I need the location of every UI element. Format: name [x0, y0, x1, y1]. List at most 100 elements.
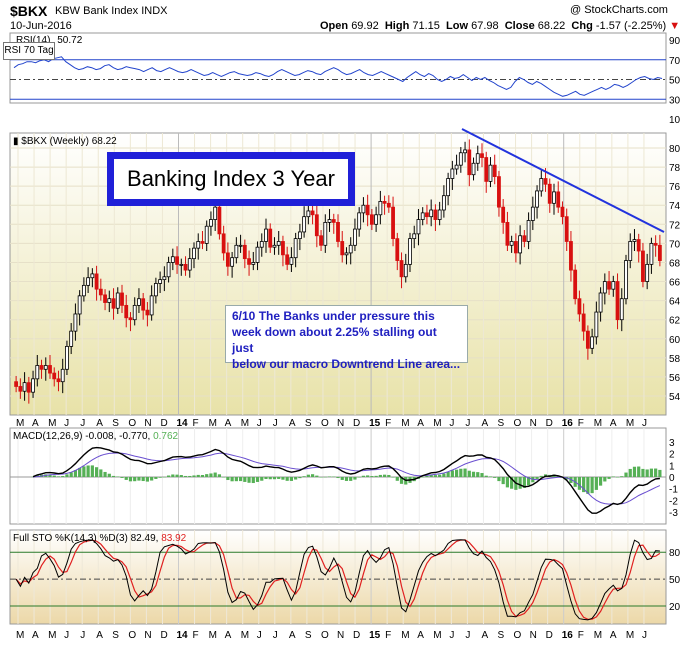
price-candle	[488, 164, 493, 182]
price-candle	[590, 336, 595, 349]
rsi-tick-label: 50	[669, 76, 681, 87]
rsi-panel	[9, 32, 667, 104]
price-candle	[98, 288, 103, 296]
x-tick-label: 15	[369, 630, 381, 641]
macd-label: MACD(12,26,9) -0.008, -0.770, 0.762	[13, 431, 178, 442]
x-tick-label: 16	[562, 418, 574, 429]
macd-tick-label: 2	[669, 450, 675, 461]
low-label: Low	[446, 20, 469, 32]
price-tick-label: 54	[669, 392, 681, 403]
price-candle	[607, 281, 611, 290]
price-candle	[39, 365, 44, 370]
price-candle	[259, 241, 264, 248]
price-candle	[429, 209, 434, 218]
macd-histogram-bar	[615, 477, 620, 478]
price-candle	[336, 221, 340, 242]
price-candle	[158, 279, 163, 284]
macd-histogram-bar	[399, 477, 404, 484]
price-candle	[374, 214, 379, 225]
price-candle	[632, 239, 637, 242]
x-tick-label: D	[353, 630, 360, 641]
price-candle	[43, 365, 48, 370]
macd-histogram-bar	[78, 467, 82, 477]
macd-histogram-bar	[86, 465, 90, 477]
price-candle	[357, 212, 362, 230]
sto-k-value: 82.49,	[130, 533, 159, 544]
x-tick-label: F	[578, 630, 584, 641]
macd-histogram-bar	[442, 473, 446, 477]
price-candle	[175, 256, 179, 265]
macd-histogram-bar	[52, 475, 56, 477]
price-candle	[467, 149, 472, 176]
macd-histogram-bar	[607, 477, 611, 479]
macd-histogram-bar	[611, 476, 615, 477]
price-candle	[484, 157, 489, 182]
macd-values: -0.008, -0.770,	[85, 431, 151, 442]
price-candle	[297, 231, 302, 240]
price-candle	[382, 201, 387, 204]
x-tick-label: N	[337, 418, 344, 429]
macd-histogram-bar	[366, 475, 370, 477]
macd-histogram-bar	[264, 477, 268, 480]
x-tick-label: 14	[177, 630, 189, 641]
macd-histogram-bar	[391, 477, 395, 478]
macd-histogram-bar	[69, 472, 73, 477]
macd-tick-label: 0	[669, 473, 675, 484]
sto-panel	[9, 529, 667, 625]
x-tick-label: J	[257, 418, 262, 429]
rsi-label: RSI(14) 50.72	[16, 35, 82, 46]
x-tick-label: M	[16, 418, 24, 429]
price-candle	[289, 257, 294, 265]
macd-histogram-bar	[120, 477, 124, 478]
price-candle	[272, 244, 277, 248]
date: 10-Jun-2016	[10, 20, 72, 32]
title-box: Banking Index 3 Year	[107, 152, 355, 206]
price-candle	[416, 219, 421, 235]
macd-histogram-bar	[94, 467, 99, 477]
note-line-2: week down about 2.25% stalling out just	[232, 325, 437, 355]
price-candle	[348, 244, 353, 254]
macd-histogram-bar	[116, 476, 120, 477]
macd-histogram-bar	[124, 477, 128, 480]
macd-tick-label: -1	[669, 485, 678, 496]
macd-histogram-bar	[438, 474, 442, 477]
macd-histogram-bar	[226, 477, 230, 481]
macd-histogram-bar	[467, 470, 471, 477]
close-label: Close	[504, 20, 535, 32]
macd-histogram-bar	[454, 469, 459, 477]
price-candle	[420, 212, 425, 220]
price-candle	[137, 298, 141, 306]
x-tick-label: M	[594, 418, 602, 429]
x-tick-label: O	[321, 418, 329, 429]
rsi-tick-label: 10	[669, 115, 681, 126]
macd-histogram-bar	[658, 469, 662, 477]
x-tick-label: S	[112, 630, 119, 641]
x-tick-label: J	[273, 418, 278, 429]
x-tick-label: J	[64, 418, 69, 429]
price-candle	[518, 235, 523, 254]
price-candle	[60, 368, 65, 383]
macd-histogram-bar	[349, 477, 353, 481]
macd-histogram-bar	[166, 475, 171, 477]
macd-hist-value: 0.762	[153, 431, 179, 442]
x-tick-label: J	[642, 630, 647, 641]
macd-histogram-bar	[61, 476, 65, 477]
price-candle	[149, 295, 154, 316]
macd-histogram-bar	[31, 476, 35, 478]
x-tick-label: A	[225, 418, 232, 429]
price-candle	[179, 263, 184, 266]
price-candle	[319, 235, 323, 246]
price-candle	[293, 238, 298, 259]
macd-histogram-bar	[535, 477, 539, 479]
x-tick-label: N	[337, 630, 344, 641]
price-tick-label: 66	[669, 278, 681, 289]
macd-histogram-bar	[505, 477, 510, 488]
macd-histogram-bar	[289, 477, 294, 481]
macd-histogram-bar	[209, 473, 213, 477]
sto-name: Full STO %K(14,3) %D(3)	[13, 533, 128, 544]
price-candle	[247, 258, 251, 265]
price-candle	[86, 277, 91, 286]
macd-histogram-bar	[298, 477, 302, 479]
x-tick-label: A	[481, 630, 488, 641]
price-candle	[361, 204, 366, 214]
